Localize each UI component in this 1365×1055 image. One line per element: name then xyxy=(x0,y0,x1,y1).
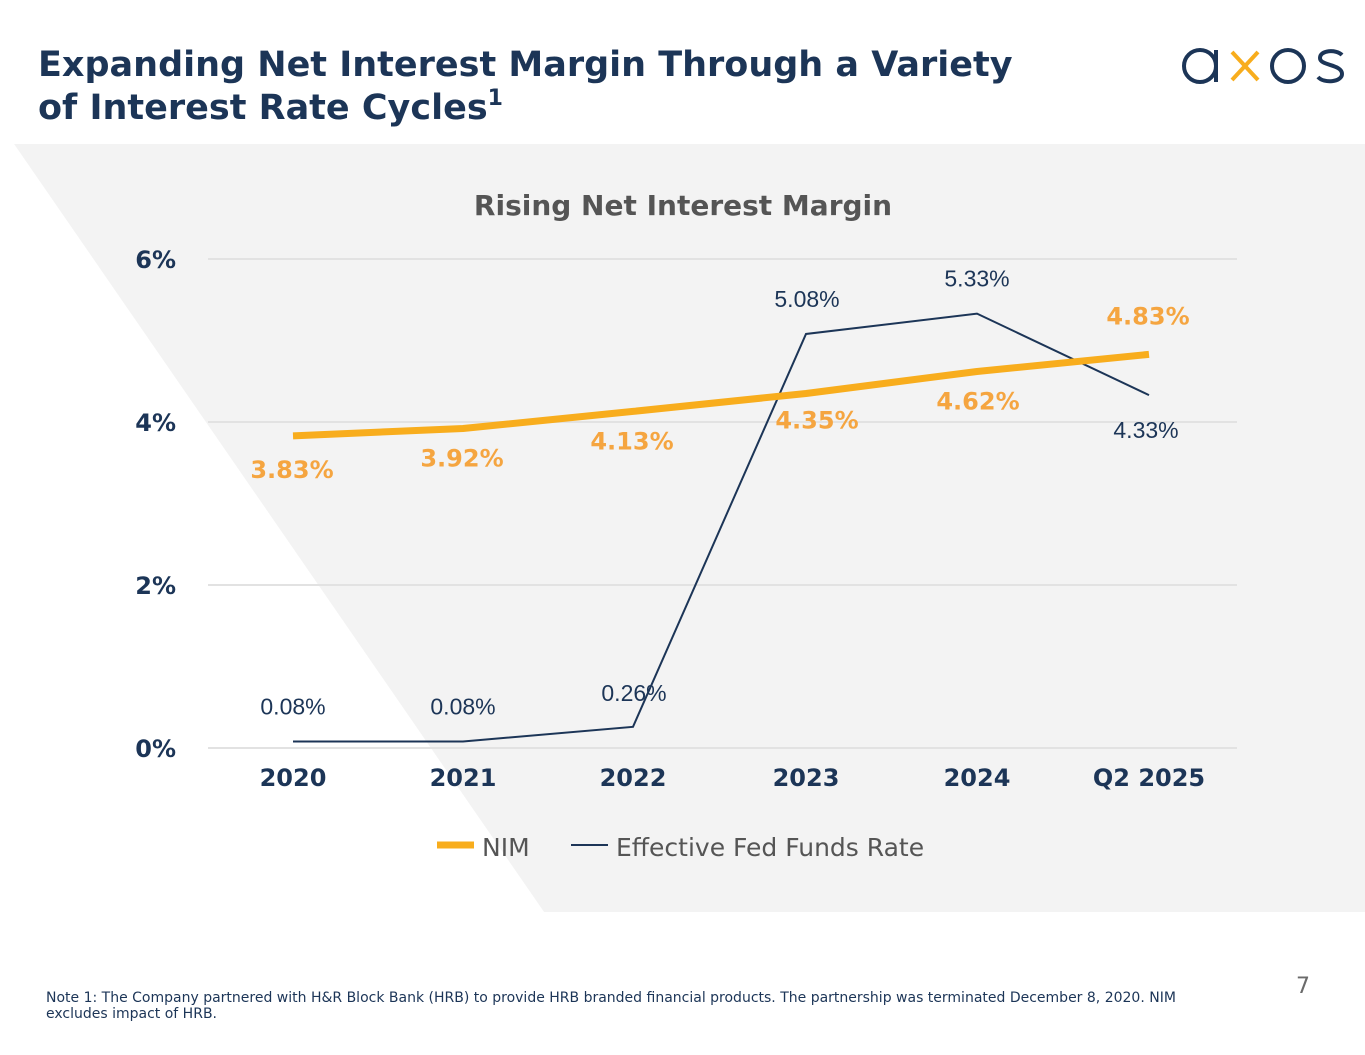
fed-data-label: 5.08% xyxy=(774,286,839,312)
nim-data-label: 4.62% xyxy=(936,387,1019,415)
fed-data-label: 5.33% xyxy=(944,266,1009,292)
x-tick-label: 2021 xyxy=(430,764,497,792)
legend-label-nim: NIM xyxy=(482,833,530,862)
y-tick-label: 0% xyxy=(135,735,176,763)
footnote-marker: 1 xyxy=(487,86,503,111)
fed-data-label: 0.08% xyxy=(260,693,325,719)
nim-data-label: 4.83% xyxy=(1106,302,1189,330)
data-labels: 3.83% 3.92% 4.13% 4.35% 4.62% 4.83% 0.08% 0.08%… xyxy=(250,266,1189,720)
x-tick-label: Q2 2025 xyxy=(1093,764,1205,792)
page-number: 7 xyxy=(1296,974,1310,999)
chart-legend: NIM Effective Fed Funds Rate xyxy=(437,833,924,862)
series-line-fed-funds xyxy=(293,312,1150,743)
x-tick-label: 2023 xyxy=(773,764,840,792)
chart-grid xyxy=(208,258,1237,749)
fed-data-label: 0.26% xyxy=(601,680,666,706)
footnote: Note 1: The Company partnered with H&R B… xyxy=(46,990,1176,1022)
x-tick-label: 2022 xyxy=(600,764,667,792)
nim-data-label: 3.83% xyxy=(250,456,333,484)
nim-data-label: 3.92% xyxy=(420,445,503,473)
x-tick-label: 2024 xyxy=(944,764,1011,792)
page-title-line1: Expanding Net Interest Margin Through a … xyxy=(38,45,1013,85)
series-line-nim xyxy=(292,350,1150,440)
nim-data-label: 4.35% xyxy=(775,406,858,434)
x-axis: 2020 2021 2022 2023 2024 Q2 2025 xyxy=(260,764,1206,792)
nim-data-label: 4.13% xyxy=(590,427,673,455)
x-tick-label: 2020 xyxy=(260,764,327,792)
chart-title: Rising Net Interest Margin xyxy=(474,189,892,222)
y-tick-label: 2% xyxy=(135,572,176,600)
fed-data-label: 4.33% xyxy=(1113,417,1178,443)
axos-logo xyxy=(1182,48,1345,84)
fed-data-label: 0.08% xyxy=(430,693,495,719)
y-tick-label: 6% xyxy=(135,246,176,274)
legend-label-fed: Effective Fed Funds Rate xyxy=(616,833,924,862)
page-title-line2: of Interest Rate Cycles xyxy=(38,88,488,128)
page-title: Expanding Net Interest Margin Through a … xyxy=(38,44,1078,130)
chart-series xyxy=(292,312,1150,743)
y-tick-label: 4% xyxy=(135,409,176,437)
y-axis: 0% 2% 4% 6% xyxy=(135,246,176,763)
